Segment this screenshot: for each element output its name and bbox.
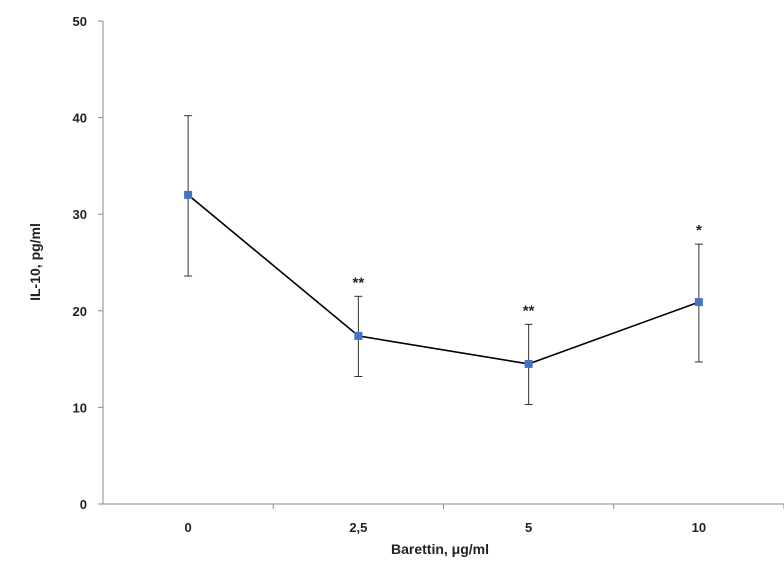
data-markers [184, 190, 703, 368]
x-tick-labels: 0 2,5 5 10 [185, 520, 707, 535]
y-tick-label: 0 [80, 497, 87, 512]
y-tick-label: 10 [73, 400, 87, 415]
x-tick-label: 10 [692, 520, 706, 535]
y-tick-label: 40 [73, 111, 87, 126]
data-point-marker [694, 298, 703, 307]
data-point-marker [354, 331, 363, 340]
y-tick-label: 30 [73, 207, 87, 222]
significance-marker: ** [523, 302, 535, 319]
y-tick-label: 50 [73, 14, 87, 29]
data-point-marker [184, 190, 193, 199]
data-point-marker [524, 359, 533, 368]
x-tick-label: 2,5 [349, 520, 367, 535]
series-line [187, 194, 700, 365]
error-bars [184, 115, 703, 406]
x-tick-label: 0 [185, 520, 192, 535]
x-tick-label: 5 [525, 520, 532, 535]
significance-marker: * [696, 222, 702, 239]
significance-marker: ** [353, 274, 365, 291]
axes [98, 20, 784, 509]
x-axis-title: Barettin, μg/ml [391, 541, 489, 557]
y-tick-label: 20 [73, 304, 87, 319]
y-axis-title: IL-10, pg/ml [27, 223, 43, 301]
y-tick-labels: 0 10 20 30 40 50 [73, 14, 87, 512]
significance-annotations: ***** [353, 222, 702, 319]
series-lines [187, 194, 700, 365]
